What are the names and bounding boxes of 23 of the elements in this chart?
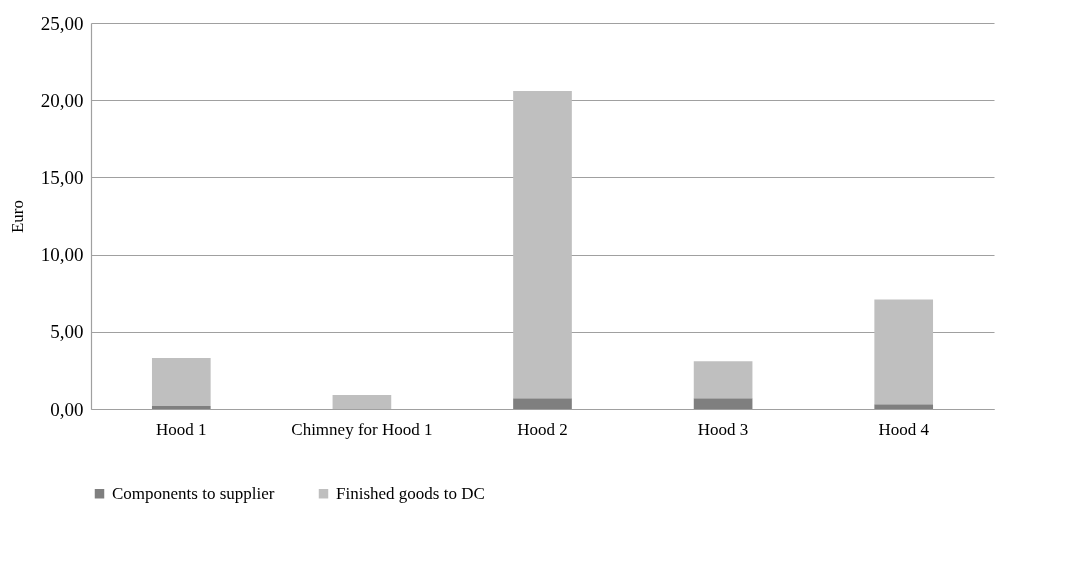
bar [874,404,934,409]
x-tick-label: Chimney for Hood 1 [291,419,433,439]
bar [513,398,572,409]
x-tick-label: Hood 1 [156,419,207,439]
x-tick-label: Hood 3 [697,419,749,439]
y-tick-label: 0,00 [50,398,84,420]
y-axis-title: Euro [7,199,27,234]
legend-label: Finished goods to DC [336,483,485,503]
legend-label: Components to supplier [112,483,275,503]
y-tick-label: 20,00 [40,89,84,111]
y-tick-label: 10,00 [40,244,84,266]
y-tick-label: 5,00 [50,321,84,343]
bar [693,361,753,399]
x-tick-label: Hood 4 [878,419,930,439]
bar [874,299,934,405]
bar [332,395,392,409]
bar [151,405,211,409]
bar [513,90,572,399]
y-tick-label: 25,00 [40,12,84,34]
bar [151,358,211,406]
x-tick-label: Hood 2 [517,419,568,439]
bar [693,398,753,409]
y-tick-label: 15,00 [40,166,84,188]
